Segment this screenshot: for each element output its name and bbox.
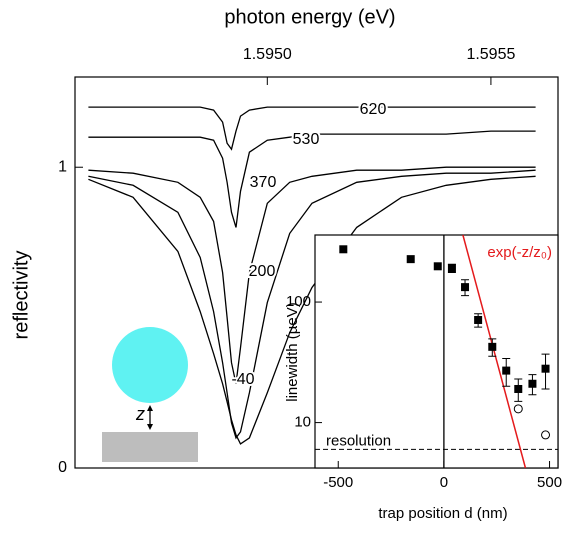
spectrum [88,130,536,228]
spectrum [88,169,536,440]
spectrum [88,106,536,151]
data-point [474,315,483,324]
data-point [502,366,511,375]
y-tick-label: 0 [58,459,67,476]
y-tick-label: 100 [286,293,311,310]
fit-label: exp(-z/z₀) [487,244,552,261]
particle [112,327,188,403]
data-point [528,379,537,388]
y-axis-title: reflectivity [10,251,32,340]
x-tick-label: 1.5950 [243,46,292,63]
curve-label: 530 [293,131,320,148]
data-point [461,283,470,292]
data-point [541,364,550,373]
y-tick-label: 10 [294,414,311,431]
x-tick-label: 500 [537,474,562,491]
spectrum [88,166,536,384]
curve-label: 620 [360,101,387,118]
inset: -500 0 500 10 100 resolution exp(-z/z₀) [286,234,562,491]
data-point [541,430,551,440]
x-tick-label: 0 [440,474,448,491]
fit-line [462,234,527,469]
inset-frame [314,234,559,469]
main: 1.5950 1.5955 0 1 620 530 370 200 -40 [58,46,536,476]
substrate [102,432,198,462]
data-point [488,342,497,351]
curve-label: 200 [249,263,276,280]
data-point [447,264,456,273]
inset-y-title: linewidth (µeV) [284,302,301,402]
data-point [514,384,523,393]
y-tick-label: 1 [58,158,67,175]
spectrum [88,175,536,445]
data-point [406,255,415,264]
z-label: z [135,404,145,424]
data-point [513,404,523,414]
curve-label: -40 [231,371,254,388]
x-tick-label: 1.5955 [466,46,515,63]
curve-label: 370 [250,174,277,191]
data-point [433,262,442,271]
resolution-label: resolution [326,432,391,449]
x-tick-label: -500 [323,474,353,491]
arrow-heads [147,405,153,430]
data-point [339,245,348,254]
inset-x-title: trap position d (nm) [378,505,507,522]
x-axis-title: photon energy (eV) [224,6,395,28]
